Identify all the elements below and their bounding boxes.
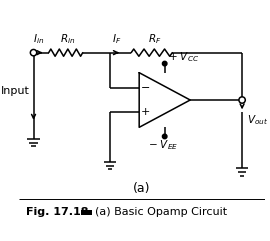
- Circle shape: [239, 97, 245, 103]
- Text: (a) Basic Opamp Circuit: (a) Basic Opamp Circuit: [96, 207, 228, 217]
- Text: $-$ $V_{EE}$: $-$ $V_{EE}$: [148, 138, 178, 152]
- Text: +: +: [141, 107, 150, 117]
- Text: + $V_{CC}$: + $V_{CC}$: [168, 50, 200, 64]
- Text: $I_{in}$: $I_{in}$: [33, 33, 44, 46]
- Circle shape: [163, 61, 167, 66]
- Circle shape: [163, 134, 167, 139]
- Text: Fig. 17.18: Fig. 17.18: [26, 207, 89, 217]
- Circle shape: [30, 49, 37, 56]
- Text: $I_F$: $I_F$: [112, 33, 121, 46]
- FancyBboxPatch shape: [81, 210, 92, 215]
- Text: $R_{in}$: $R_{in}$: [60, 33, 76, 46]
- Text: Input: Input: [1, 86, 30, 96]
- Text: $V_{out}$: $V_{out}$: [247, 113, 268, 127]
- Text: $R_F$: $R_F$: [148, 33, 161, 46]
- Text: −: −: [141, 83, 150, 93]
- Text: (a): (a): [133, 182, 151, 195]
